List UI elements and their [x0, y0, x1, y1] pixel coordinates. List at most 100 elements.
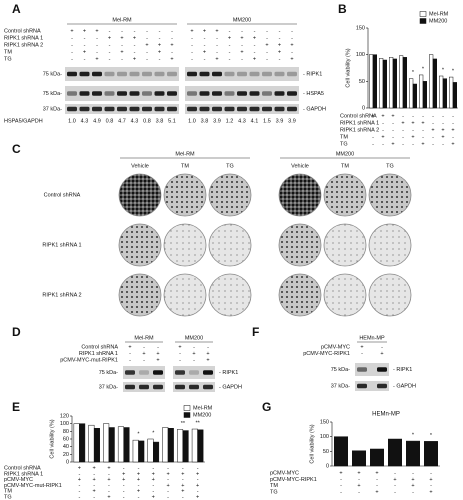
blot-band	[212, 91, 222, 96]
sign: -	[157, 344, 159, 350]
ratio: 5.1	[168, 118, 176, 124]
blot-band	[92, 106, 102, 112]
row-label: Control shRNA	[340, 113, 377, 119]
band-name: - GAPDH	[393, 383, 416, 389]
sign: -	[197, 465, 199, 471]
panel-label: F	[252, 325, 259, 339]
y-tick-label: 60	[63, 436, 69, 442]
dish	[278, 273, 322, 317]
sign: +	[393, 477, 396, 483]
legend-label: Mel-RM	[429, 11, 449, 17]
sign: -	[452, 134, 454, 140]
bar	[79, 423, 86, 463]
blot-band	[167, 71, 177, 77]
sign: +	[339, 470, 342, 476]
sign: +	[357, 483, 360, 489]
y-tick-label: 100	[60, 421, 69, 427]
sign: -	[254, 42, 256, 48]
sign: -	[291, 28, 293, 34]
blot-band	[104, 71, 115, 77]
band-name: - RIPK1	[303, 71, 322, 77]
dish	[278, 173, 322, 217]
sign: +	[421, 141, 424, 147]
bar	[147, 438, 154, 463]
blot-band	[287, 71, 297, 77]
row-label: TG	[4, 494, 12, 500]
sign: -	[340, 477, 342, 483]
band-name: - HSPA5	[303, 91, 324, 97]
sign: +	[451, 141, 454, 147]
sign: -	[392, 120, 394, 126]
sign: +	[122, 471, 125, 477]
sign: -	[340, 483, 342, 489]
sign: +	[196, 494, 199, 500]
y-tick-label: 0	[66, 459, 69, 465]
sign: -	[78, 483, 80, 489]
row-label: Control shRNA	[4, 465, 41, 471]
sign: -	[123, 465, 125, 471]
blot-band	[129, 106, 140, 112]
band-name: - RIPK1	[393, 367, 412, 373]
legend-label: MM200	[429, 18, 447, 24]
y-tick-label: 100	[320, 434, 329, 440]
sign: -	[96, 49, 98, 55]
y-tick-label: 50	[323, 449, 329, 455]
sign: +	[196, 471, 199, 477]
sign: -	[266, 35, 268, 41]
band-name: - RIPK1	[219, 370, 238, 376]
legend-swatch	[183, 412, 191, 418]
sign: +	[133, 56, 136, 62]
blot-band	[125, 384, 135, 390]
blot-band	[175, 384, 185, 390]
sign: +	[137, 471, 140, 477]
blot-band	[79, 71, 90, 77]
blot-band	[92, 91, 102, 96]
sign: -	[266, 28, 268, 34]
sign: -	[197, 477, 199, 483]
sign: +	[122, 477, 125, 483]
sign: -	[138, 465, 140, 471]
ratio: 3.9	[288, 118, 296, 124]
bar	[162, 427, 169, 463]
sign: +	[192, 351, 195, 357]
sign: -	[167, 494, 169, 500]
bar	[352, 450, 366, 467]
sign: +	[411, 120, 414, 126]
sign: +	[375, 489, 378, 495]
annotation: **	[195, 420, 200, 426]
sign: -	[167, 465, 169, 471]
blot-band	[224, 106, 235, 112]
sign: +	[178, 344, 181, 350]
blot-band	[249, 91, 260, 96]
sign: +	[451, 127, 454, 133]
dish	[163, 173, 207, 217]
sign: +	[290, 42, 293, 48]
bar	[167, 428, 174, 463]
kda-marker: 75 kDa-	[99, 370, 118, 376]
bar	[406, 440, 420, 467]
row-label: TM	[270, 483, 278, 489]
ratio: 1.0	[68, 118, 76, 124]
sign: -	[182, 465, 184, 471]
sign: +	[152, 494, 155, 500]
blot-band	[117, 91, 127, 96]
sign: +	[78, 465, 81, 471]
bar	[103, 423, 110, 463]
sign: +	[431, 127, 434, 133]
y-axis-label: Cell viability (%)	[309, 424, 315, 463]
dish	[163, 273, 207, 317]
blot-band	[357, 383, 367, 389]
sign: -	[152, 465, 154, 471]
sign: -	[159, 35, 161, 41]
sign: -	[159, 28, 161, 34]
blot-band	[212, 71, 222, 77]
sign: +	[107, 477, 110, 483]
sign: -	[96, 35, 98, 41]
sign: +	[142, 351, 145, 357]
bar	[412, 83, 417, 109]
sign: -	[138, 483, 140, 489]
panel-label: D	[12, 325, 21, 339]
blot-band	[67, 91, 77, 96]
band-name: - GAPDH	[219, 384, 242, 390]
